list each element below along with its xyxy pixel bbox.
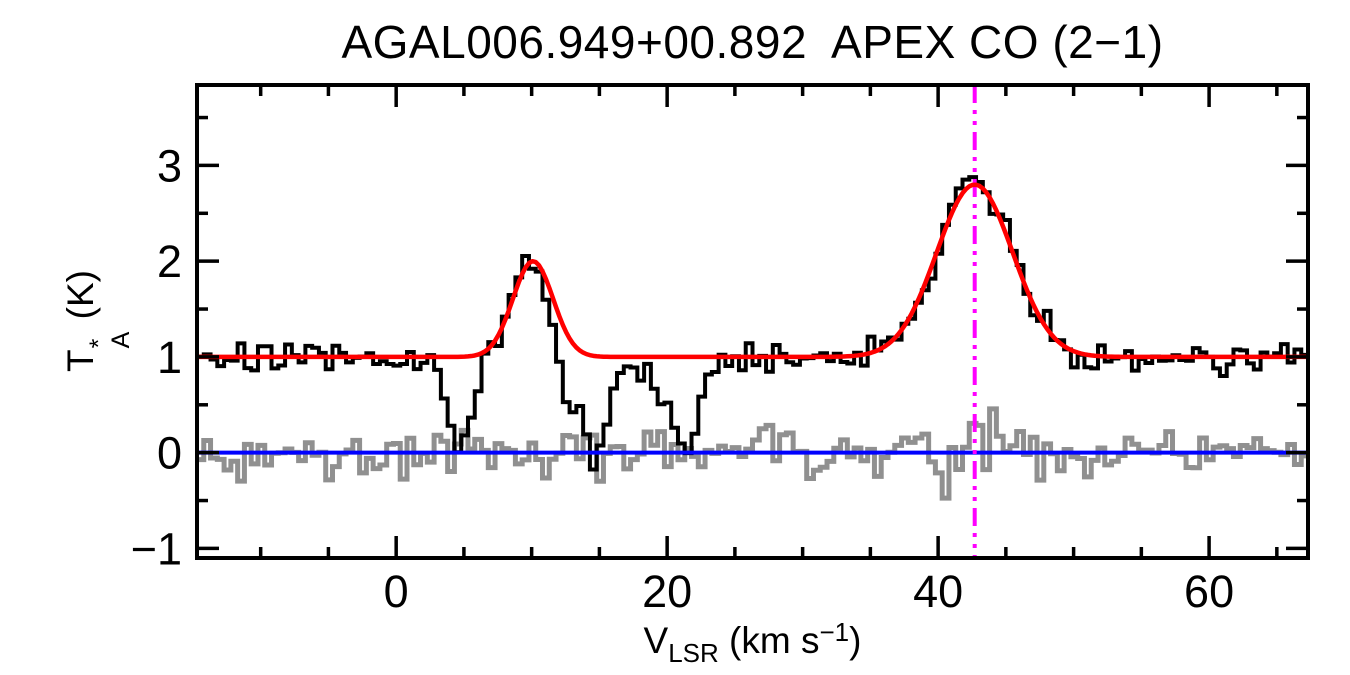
x-tick-label: 20 [642, 566, 692, 617]
gaussian-fit-curve [197, 182, 1308, 360]
y-tick-label: −1 [131, 523, 182, 574]
y-tick-label: 0 [157, 428, 182, 479]
residual-histogram [197, 406, 1308, 501]
x-axis-label-exponent: −1 [819, 617, 850, 647]
x-axis-label-symbol: V [643, 620, 669, 661]
spectrum-histogram [197, 175, 1308, 472]
x-tick-label: 0 [384, 566, 409, 617]
x-tick-label: 60 [1184, 566, 1234, 617]
plot-frame [195, 83, 1310, 560]
x-axis-label-unit-open: (km s [718, 620, 820, 661]
y-tick-label: 3 [157, 140, 182, 191]
y-tick-label: 1 [157, 332, 182, 383]
x-tick-label: 40 [913, 566, 963, 617]
x-axis-label-subscript: LSR [668, 638, 719, 668]
plot-title: AGAL006.949+00.892 APEX CO (2−1) [341, 16, 1164, 68]
y-tick-label: 2 [157, 236, 182, 287]
x-axis-label-unit-close: ) [849, 620, 862, 661]
x-axis-label: VLSR (km s−1) [197, 612, 1308, 673]
